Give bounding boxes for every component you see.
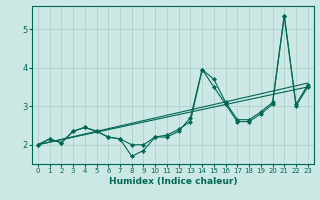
X-axis label: Humidex (Indice chaleur): Humidex (Indice chaleur) [108, 177, 237, 186]
